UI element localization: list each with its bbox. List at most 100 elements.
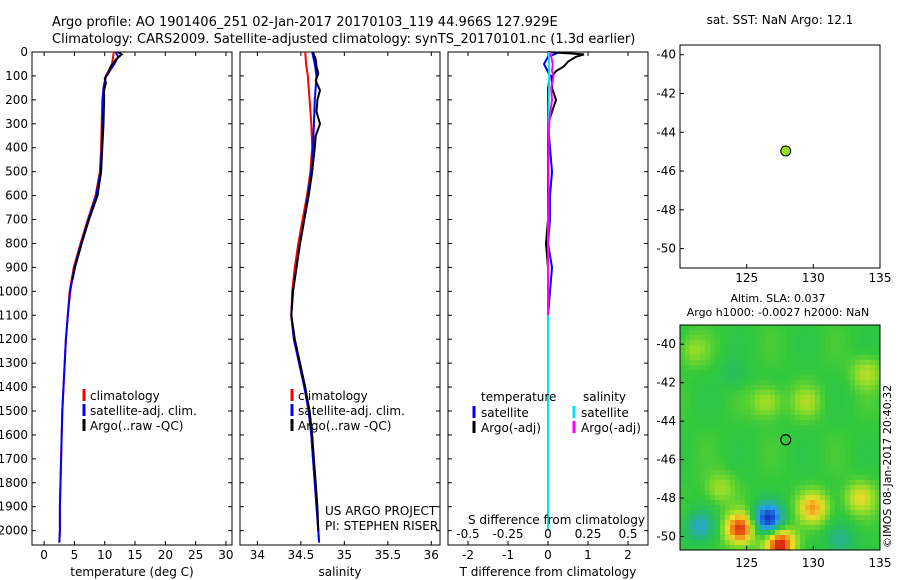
heatmap-cell — [875, 515, 880, 520]
heatmap-cell — [685, 475, 690, 480]
heatmap-cell — [795, 425, 800, 430]
heatmap-cell — [710, 355, 715, 360]
heatmap-cell — [785, 515, 790, 520]
heatmap-cell — [800, 445, 805, 450]
heatmap-cell — [870, 405, 875, 410]
heatmap-cell — [840, 415, 845, 420]
heatmap-cell — [835, 345, 840, 350]
heatmap-cell — [750, 405, 755, 410]
heatmap-cell — [780, 540, 785, 545]
heatmap-cell — [835, 375, 840, 380]
heatmap-cell — [740, 370, 745, 375]
heatmap-cell — [865, 365, 870, 370]
heatmap-cell — [760, 410, 765, 415]
heatmap-cell — [845, 475, 850, 480]
heatmap-cell — [795, 480, 800, 485]
heatmap-cell — [870, 505, 875, 510]
heatmap-cell — [825, 525, 830, 530]
x-tick-label: 135 — [869, 556, 892, 570]
heatmap-cell — [770, 520, 775, 525]
heatmap-cell — [695, 410, 700, 415]
heatmap-cell — [680, 430, 685, 435]
heatmap-cell — [845, 505, 850, 510]
heatmap-cell — [745, 495, 750, 500]
heatmap-cell — [715, 380, 720, 385]
heatmap-cell — [810, 345, 815, 350]
heatmap-cell — [710, 350, 715, 355]
heatmap-cell — [855, 495, 860, 500]
heatmap-cell — [755, 485, 760, 490]
heatmap-cell — [690, 390, 695, 395]
heatmap-cell — [820, 470, 825, 475]
y-tick-label: 1300 — [0, 356, 28, 370]
heatmap-cell — [705, 370, 710, 375]
heatmap-cell — [795, 415, 800, 420]
heatmap-cell — [820, 350, 825, 355]
heatmap-cell — [725, 335, 730, 340]
heatmap-cell — [760, 520, 765, 525]
heatmap-cell — [720, 520, 725, 525]
heatmap-cell — [840, 390, 845, 395]
heatmap-cell — [855, 335, 860, 340]
heatmap-cell — [755, 440, 760, 445]
heatmap-cell — [870, 390, 875, 395]
heatmap-cell — [735, 520, 740, 525]
heatmap-cell — [865, 485, 870, 490]
heatmap-cell — [845, 355, 850, 360]
heatmap-cell — [825, 330, 830, 335]
heatmap-cell — [730, 375, 735, 380]
heatmap-cell — [810, 395, 815, 400]
heatmap-cell — [690, 445, 695, 450]
heatmap-cell — [685, 525, 690, 530]
heatmap-cell — [735, 500, 740, 505]
heatmap-cell — [870, 330, 875, 335]
heatmap-cell — [720, 545, 725, 550]
heatmap-cell — [845, 520, 850, 525]
heatmap-cell — [705, 360, 710, 365]
heatmap-cell — [860, 340, 865, 345]
heatmap-cell — [755, 380, 760, 385]
heatmap-cell — [775, 365, 780, 370]
heatmap-cell — [685, 405, 690, 410]
heatmap-cell — [810, 480, 815, 485]
heatmap-cell — [775, 490, 780, 495]
heatmap-cell — [730, 330, 735, 335]
heatmap-cell — [825, 350, 830, 355]
heatmap-cell — [850, 430, 855, 435]
heatmap-cell — [800, 435, 805, 440]
heatmap-cell — [725, 470, 730, 475]
heatmap-cell — [845, 395, 850, 400]
heatmap-cell — [840, 365, 845, 370]
heatmap-cell — [710, 440, 715, 445]
heatmap-cell — [760, 530, 765, 535]
heatmap-cell — [775, 470, 780, 475]
heatmap-cell — [740, 480, 745, 485]
heatmap-cell — [725, 490, 730, 495]
heatmap-cell — [835, 525, 840, 530]
heatmap-cell — [750, 390, 755, 395]
heatmap-cell — [865, 500, 870, 505]
heatmap-cell — [685, 360, 690, 365]
heatmap-cell — [815, 415, 820, 420]
heatmap-cell — [835, 500, 840, 505]
heatmap-cell — [815, 390, 820, 395]
heatmap-cell — [750, 350, 755, 355]
heatmap-cell — [730, 430, 735, 435]
heatmap-cell — [820, 445, 825, 450]
heatmap-cell — [690, 540, 695, 545]
heatmap-cell — [800, 480, 805, 485]
heatmap-cell — [705, 415, 710, 420]
heatmap-cell — [710, 450, 715, 455]
heatmap-cell — [690, 355, 695, 360]
heatmap-cell — [720, 375, 725, 380]
heatmap-cell — [695, 405, 700, 410]
heatmap-cell — [705, 545, 710, 550]
heatmap-cell — [870, 465, 875, 470]
heatmap-cell — [710, 535, 715, 540]
heatmap-cell — [700, 395, 705, 400]
heatmap-cell — [720, 410, 725, 415]
heatmap-cell — [745, 450, 750, 455]
heatmap-cell — [760, 390, 765, 395]
heatmap-cell — [875, 530, 880, 535]
